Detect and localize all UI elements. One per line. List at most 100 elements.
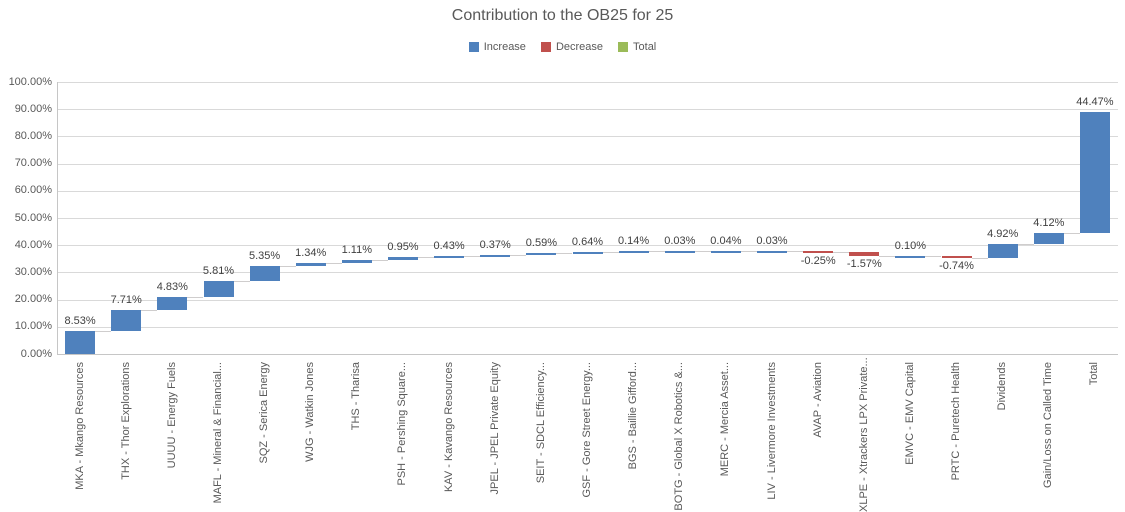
bar-13 (618, 251, 649, 254)
bar-19 (895, 255, 926, 258)
category-label: Dividends (980, 362, 1026, 512)
value-label: 0.43% (433, 239, 465, 252)
bar-5 (249, 266, 280, 281)
category-label: GSF - Gore Street Energy... (564, 362, 610, 512)
legend-swatch-icon (618, 42, 629, 52)
category-label: Total (1072, 362, 1118, 512)
y-tick-label: 0.00% (20, 347, 52, 360)
connector-line (510, 254, 527, 256)
bar-15 (710, 251, 741, 253)
bar-12 (572, 251, 603, 254)
bar-18 (849, 251, 880, 256)
category-label-text: AVAP - Aviation (811, 362, 824, 438)
bar-22 (1033, 233, 1064, 245)
bar-16 (757, 250, 787, 253)
connector-line (233, 280, 250, 282)
chart-legend: Increase Decrease Total (0, 41, 1125, 53)
value-label: 5.81% (202, 264, 235, 277)
y-tick-label: 70.00% (14, 157, 52, 170)
y-tick-label: 50.00% (14, 211, 52, 224)
category-label: LIV - Livermore Investments (749, 362, 795, 512)
category-label-text: MAFL - Mineral & Financial... (211, 362, 224, 504)
value-label: 0.37% (479, 238, 511, 251)
category-label: EMVC - EMV Capital (887, 362, 933, 512)
connector-line (833, 251, 850, 253)
category-label: SEIT - SDCL Efficiency... (518, 362, 564, 512)
bar-8 (388, 257, 418, 260)
category-label-text: KAV - Kavango Resources (442, 362, 455, 493)
category-label: MAFL - Mineral & Financial... (195, 362, 241, 512)
category-label: AVAP - Aviation (795, 362, 841, 512)
value-label: 4.92% (987, 228, 1019, 241)
value-label: 0.95% (387, 241, 419, 254)
category-label: Gain/Loss on Called Time (1026, 362, 1072, 512)
gridline (57, 109, 1118, 111)
category-label: PRTC - Puretech Health (934, 362, 980, 512)
category-label-text: Gain/Loss on Called Time (1042, 362, 1055, 488)
bar-23 (1079, 112, 1110, 234)
y-axis-line (57, 82, 58, 354)
category-label-text: Dividends (996, 362, 1009, 411)
category-label: THS - Tharisa (334, 362, 380, 512)
value-label: 4.83% (156, 280, 188, 293)
bar-20 (941, 255, 972, 258)
category-label-text: GSF - Gore Street Energy... (580, 362, 593, 498)
legend-label: Decrease (555, 41, 604, 53)
bar-21 (987, 244, 1018, 258)
bar-7 (341, 259, 372, 263)
category-label-text: Total (1088, 362, 1101, 386)
y-tick-label: 40.00% (14, 238, 52, 251)
connector-line (602, 251, 619, 253)
connector-line (1063, 233, 1080, 234)
value-label: -1.57% (846, 257, 882, 270)
connector-line (1017, 244, 1034, 246)
bar-3 (157, 296, 188, 310)
y-tick-label: 80.00% (14, 129, 52, 142)
connector-line (141, 309, 158, 311)
category-label-text: SEIT - SDCL Efficiency... (534, 362, 547, 484)
value-label: 0.10% (894, 239, 926, 252)
gridline (57, 272, 1118, 274)
legend-item-increase: Increase (468, 41, 526, 53)
value-label: 0.03% (664, 235, 696, 248)
connector-line (464, 255, 481, 257)
category-label-text: BOTG - Global X Robotics &... (673, 362, 686, 511)
category-label-text: LIV - Livermore Investments (765, 362, 778, 500)
connector-line (879, 255, 896, 257)
value-label: 44.47% (1076, 96, 1114, 109)
value-label: 7.71% (110, 293, 142, 306)
gridline (57, 245, 1118, 247)
legend-item-decrease: Decrease (540, 41, 604, 53)
gridline (57, 218, 1118, 219)
category-label: XLPE - Xtrackers LPX Private... (841, 357, 887, 512)
category-label: MKA - Mkango Resources (57, 362, 103, 512)
gridline (57, 354, 1118, 355)
gridline (57, 326, 1118, 328)
gridline (57, 190, 1118, 192)
bar-11 (526, 253, 557, 256)
legend-item-total: Total (618, 41, 656, 53)
y-tick-label: 90.00% (14, 102, 52, 115)
value-label: 0.14% (617, 235, 650, 248)
category-label: UUUU - Energy Fuels (149, 362, 195, 512)
value-label: 0.03% (756, 234, 788, 247)
bar-2 (111, 309, 142, 331)
connector-line (740, 251, 757, 252)
value-label: 4.12% (1033, 217, 1065, 229)
connector-line (371, 259, 388, 261)
bar-14 (664, 251, 695, 254)
bar-6 (295, 262, 326, 267)
y-tick-label: 30.00% (14, 265, 52, 278)
connector-line (279, 266, 296, 268)
value-label: -0.74% (939, 259, 974, 272)
value-label: 5.35% (248, 250, 281, 263)
bar-9 (434, 255, 465, 258)
category-label-text: EMVC - EMV Capital (903, 362, 916, 465)
value-label: 8.53% (64, 314, 96, 327)
connector-line (648, 251, 665, 253)
category-label-text: THS - Tharisa (350, 362, 363, 431)
connector-line (556, 253, 573, 255)
category-label: BGS - Baillie Gifford... (611, 362, 657, 512)
gridline (57, 136, 1118, 138)
category-label-text: PSH - Pershing Square... (396, 362, 409, 486)
